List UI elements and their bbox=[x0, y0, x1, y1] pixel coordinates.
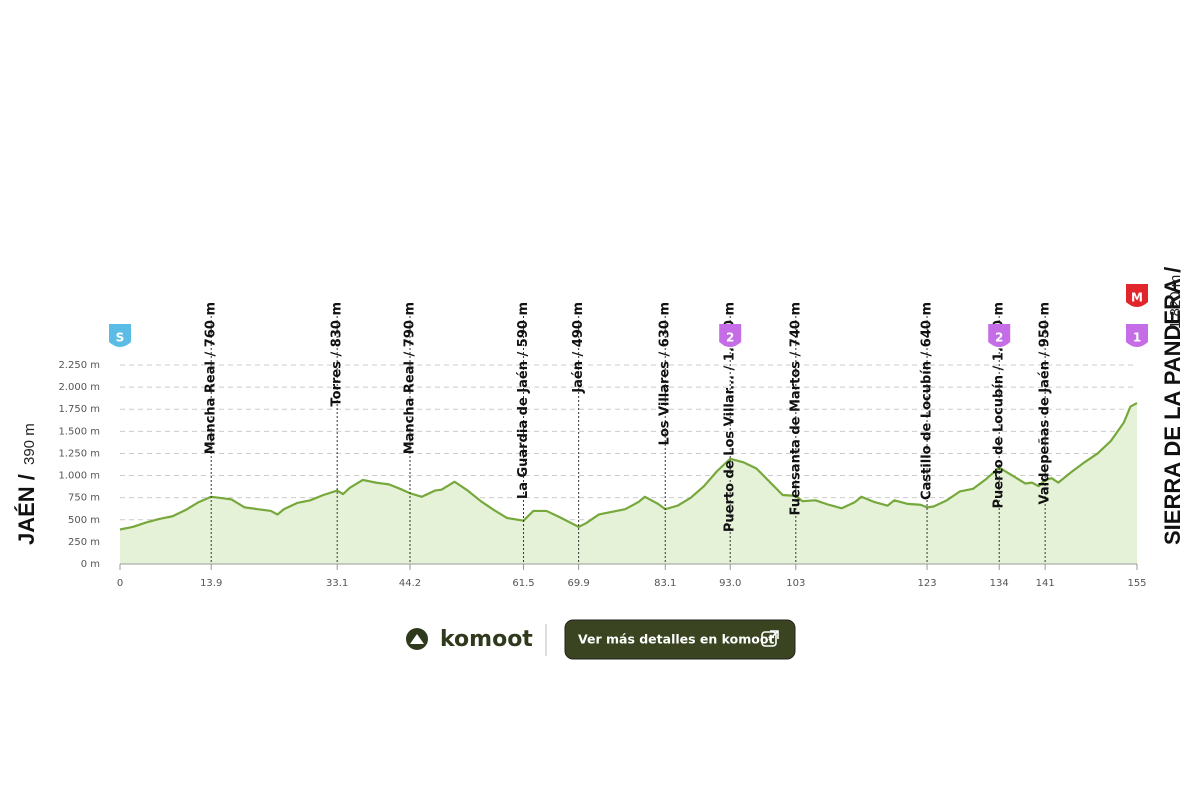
button-bg[interactable] bbox=[564, 619, 796, 660]
details-button[interactable]: Ver más detalles en komoot bbox=[564, 619, 796, 660]
x-tick-label: 13.9 bbox=[200, 578, 222, 589]
start-name: JAÉN / bbox=[14, 474, 39, 545]
climb-badge: 2 bbox=[719, 324, 742, 347]
waypoint-label: La Guardia de Jaén / 590 m bbox=[516, 302, 531, 499]
badge-shape bbox=[109, 324, 131, 347]
waypoint-label: Puerto de Los Villar... / 1.190 m bbox=[723, 302, 738, 532]
waypoint-label: Mancha Real / 760 m bbox=[204, 302, 219, 454]
badge-label: S bbox=[116, 331, 125, 345]
badge-label: M bbox=[1131, 291, 1143, 305]
finish-elevation: 1.820 m bbox=[1167, 275, 1184, 329]
logo-mountain bbox=[410, 634, 424, 644]
x-tick-label: 155 bbox=[1127, 578, 1146, 589]
x-tick-label: 33.1 bbox=[326, 578, 348, 589]
y-tick-label: 250 m bbox=[68, 537, 100, 548]
climb-badge: M bbox=[1126, 284, 1148, 307]
y-tick-label: 1.250 m bbox=[58, 448, 100, 459]
climb-badge: 1 bbox=[1126, 324, 1148, 347]
y-tick-label: 1.000 m bbox=[58, 471, 100, 482]
waypoint-label: Torres / 830 m bbox=[330, 302, 345, 406]
x-tick-label: 69.9 bbox=[568, 578, 590, 589]
badge-shape bbox=[719, 324, 742, 347]
external-icon bbox=[761, 631, 777, 647]
start-elevation: 390 m bbox=[21, 423, 38, 465]
y-tick-label: 2.000 m bbox=[58, 382, 100, 393]
climb-badge: 2 bbox=[988, 324, 1011, 347]
badge-label: 2 bbox=[726, 331, 734, 345]
area-fill bbox=[120, 403, 1137, 564]
finish-name: SIERRA DE LA PANDERA / bbox=[1160, 267, 1185, 545]
waypoint-label: Fuensanta de Martos / 740 m bbox=[788, 302, 803, 516]
y-tick-label: 1.750 m bbox=[58, 404, 100, 415]
x-tick-label: 123 bbox=[917, 578, 936, 589]
profile-line bbox=[119, 402, 1138, 531]
waypoint-label: Castillo de Locubín / 640 m bbox=[920, 302, 935, 500]
waypoint-label: Los Villares / 630 m bbox=[658, 302, 673, 445]
y-tick-label: 750 m bbox=[68, 493, 100, 504]
x-tick-label: 0 bbox=[117, 578, 123, 589]
y-tick-label: 1.500 m bbox=[58, 426, 100, 437]
start-label: JAÉN / 390 m bbox=[14, 423, 39, 545]
waypoint-label: Puerto de Locubín / 1.090 m bbox=[992, 302, 1007, 509]
komoot-logo: komoot bbox=[406, 627, 533, 652]
badge-label: 2 bbox=[995, 331, 1003, 345]
waypoint-label: Mancha Real / 790 m bbox=[403, 302, 418, 454]
y-tick-label: 0 m bbox=[81, 559, 100, 570]
y-tick-label: 2.250 m bbox=[58, 360, 100, 371]
x-tick-label: 61.5 bbox=[512, 578, 534, 589]
x-tick-label: 134 bbox=[990, 578, 1009, 589]
x-tick-label: 103 bbox=[786, 578, 805, 589]
y-tick-label: 500 m bbox=[68, 515, 100, 526]
climb-badge: S bbox=[109, 324, 131, 347]
x-tick-label: 141 bbox=[1036, 578, 1055, 589]
waypoint-label: Jaén / 490 m bbox=[571, 302, 586, 394]
badge-shape bbox=[1126, 324, 1148, 347]
x-tick-label: 93.0 bbox=[719, 578, 741, 589]
badge-label: 1 bbox=[1133, 331, 1141, 345]
external-arrow bbox=[768, 630, 779, 641]
finish-label: SIERRA DE LA PANDERA / 1.820 m bbox=[1160, 267, 1185, 545]
badge-shape bbox=[1126, 284, 1148, 307]
button-text[interactable]: Ver más detalles en komoot bbox=[578, 632, 774, 647]
x-tick-label: 83.1 bbox=[654, 578, 676, 589]
badge-shape bbox=[988, 324, 1011, 347]
brand: komoot bbox=[440, 627, 533, 652]
waypoint-label: Valdepeñas de Jaén / 950 m bbox=[1038, 302, 1053, 504]
x-tick-label: 44.2 bbox=[399, 578, 421, 589]
